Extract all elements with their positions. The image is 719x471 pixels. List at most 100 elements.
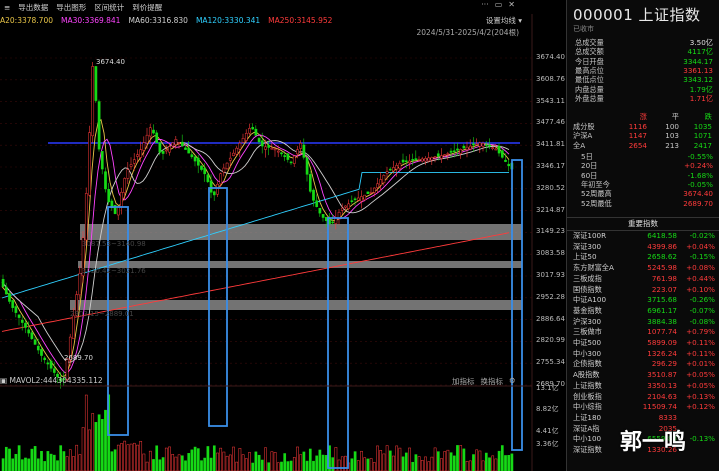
index-row[interactable]: 基金指数 6961.17 -0.07% bbox=[573, 306, 715, 316]
index-row[interactable]: 三板成指 761.98 +0.44% bbox=[573, 274, 715, 284]
candle-body bbox=[148, 127, 152, 137]
volume-bar bbox=[472, 454, 475, 471]
index-change: +0.01% bbox=[686, 359, 715, 369]
quote-panel: 000001 上证指数 已收市 总成交量 3.50亿 总成交额 4117亿 今日开盘 33… bbox=[566, 0, 719, 471]
period-row: 52周最低 2689.70 bbox=[575, 199, 713, 208]
index-row[interactable]: 沪深300 3884.38 -0.08% bbox=[573, 317, 715, 327]
candle-body bbox=[459, 149, 463, 154]
index-row[interactable]: 深证A指 2035 bbox=[573, 424, 715, 434]
index-row[interactable]: 中小300 1326.24 +0.11% bbox=[573, 349, 715, 359]
candle-body bbox=[91, 66, 95, 137]
blue-box-3 bbox=[327, 217, 349, 469]
candle-body bbox=[446, 153, 450, 155]
settings-icon[interactable]: ⚙ bbox=[509, 376, 516, 385]
quote-row: 总成交额 4117亿 bbox=[575, 47, 713, 56]
candle-body bbox=[72, 315, 75, 339]
export-data-button[interactable]: 导出数据 bbox=[18, 2, 49, 12]
volume-bar bbox=[100, 419, 104, 471]
candle-body bbox=[123, 178, 127, 193]
volume-bar bbox=[209, 457, 213, 471]
index-row[interactable]: 深证300 4399.86 +0.04% bbox=[573, 242, 715, 252]
index-row[interactable]: 上证指数 3350.13 +0.05% bbox=[573, 381, 715, 391]
support-band-1 bbox=[80, 224, 522, 240]
quote-row: 外盘总量 1.71亿 bbox=[575, 94, 713, 103]
close-icon[interactable]: ✕ bbox=[508, 0, 515, 9]
index-name: 三板做市 bbox=[573, 327, 602, 337]
toolbar-menu-icon[interactable]: ≡ bbox=[4, 2, 11, 12]
export-graphic-button[interactable]: 导出图形 bbox=[56, 2, 87, 12]
index-change: +0.44% bbox=[686, 273, 715, 283]
volume-bar bbox=[283, 453, 287, 471]
volume-bar bbox=[468, 460, 472, 471]
index-row[interactable]: 中证A100 3715.68 -0.26% bbox=[573, 295, 715, 305]
stats-label: 沪深A bbox=[573, 131, 593, 141]
volume-bar bbox=[456, 445, 459, 471]
candle-body bbox=[273, 148, 277, 151]
candle-body bbox=[177, 142, 181, 144]
candle-body bbox=[504, 159, 507, 162]
volume-bar bbox=[443, 451, 447, 471]
index-price: 3350.13 bbox=[647, 380, 677, 390]
price-tick: 3346.17 bbox=[536, 162, 565, 170]
candle-body bbox=[168, 146, 171, 153]
index-row[interactable]: 上证180 8333 bbox=[573, 413, 715, 423]
volume-bar bbox=[235, 461, 239, 471]
more-icon[interactable]: ··· bbox=[481, 0, 489, 9]
candle-body bbox=[62, 378, 66, 380]
index-row[interactable]: A股指数 3510.87 +0.05% bbox=[573, 370, 715, 380]
add-indicator-button[interactable]: 加指标 bbox=[452, 377, 475, 386]
index-row[interactable]: 企债指数 296.29 +0.01% bbox=[573, 359, 715, 369]
index-row[interactable]: 中证500 5899.09 +0.11% bbox=[573, 338, 715, 348]
range-stats-button[interactable]: 区间统计 bbox=[94, 2, 125, 12]
index-price: 6418.58 bbox=[647, 231, 677, 240]
index-change: +0.05% bbox=[686, 370, 715, 380]
volume-bar bbox=[232, 446, 235, 471]
candle-body bbox=[81, 237, 85, 277]
index-price: 3715.68 bbox=[647, 295, 677, 305]
index-row[interactable]: 东方财富全A 5245.98 +0.08% bbox=[573, 263, 715, 273]
price-alert-button[interactable]: 到价提醒 bbox=[132, 2, 163, 12]
index-row[interactable]: 深证指数 1330.26 bbox=[573, 445, 715, 455]
index-name: 国债指数 bbox=[573, 284, 602, 294]
candle-body bbox=[56, 373, 59, 378]
volume-bar bbox=[366, 458, 370, 471]
volume-bar bbox=[1, 458, 5, 471]
volume-bar bbox=[292, 457, 296, 471]
index-name: 深证指数 bbox=[573, 445, 602, 454]
index-row[interactable]: 三板做市 1077.74 +0.79% bbox=[573, 327, 715, 337]
stats-up: 1116 bbox=[628, 122, 647, 131]
volume-bar bbox=[308, 448, 312, 471]
volume-bar bbox=[219, 447, 223, 471]
period-row: 年初至今 -0.05% bbox=[575, 180, 713, 189]
change-indicator-button[interactable]: 换指标 bbox=[480, 377, 504, 386]
candle-body bbox=[52, 368, 56, 373]
quote-label: 内盘总量 bbox=[575, 84, 604, 94]
index-row[interactable]: 深证100R 6418.58 -0.02% bbox=[573, 231, 715, 241]
index-row[interactable]: 中小综指 11509.74 +0.12% bbox=[573, 402, 715, 412]
candle-body bbox=[430, 157, 434, 161]
maximize-icon[interactable]: ▭ bbox=[494, 0, 503, 9]
index-name: 中小综指 bbox=[573, 402, 602, 412]
volume-bar bbox=[212, 445, 216, 471]
candle-body bbox=[59, 378, 63, 382]
index-row[interactable]: 国债指数 223.07 +0.10% bbox=[573, 285, 715, 295]
index-change: -0.07% bbox=[689, 305, 715, 315]
volume-bar bbox=[334, 447, 338, 471]
index-row[interactable]: 创业板指 2104.63 +0.13% bbox=[573, 392, 715, 402]
volume-bar bbox=[452, 455, 456, 471]
index-row[interactable]: 上证50 2658.62 -0.15% bbox=[573, 252, 715, 262]
kline-chart[interactable] bbox=[0, 0, 566, 471]
candle-body bbox=[142, 142, 146, 151]
candle-body bbox=[324, 216, 328, 221]
band2-label: 3020.42~3021.76 bbox=[82, 267, 146, 275]
index-row[interactable]: 中小100 6559.83 -0.13% bbox=[573, 434, 715, 444]
ma-settings-button[interactable]: 设置均线 ▾ bbox=[485, 15, 522, 25]
candle-body bbox=[420, 158, 424, 162]
volume-bar bbox=[331, 457, 335, 471]
volume-bar bbox=[88, 429, 91, 471]
volume-tick: 3.36亿 bbox=[536, 440, 559, 448]
volume-bar bbox=[254, 451, 258, 471]
stats-flat: 100 bbox=[665, 122, 679, 131]
volume-bar bbox=[187, 453, 191, 471]
candle-body bbox=[164, 149, 168, 152]
